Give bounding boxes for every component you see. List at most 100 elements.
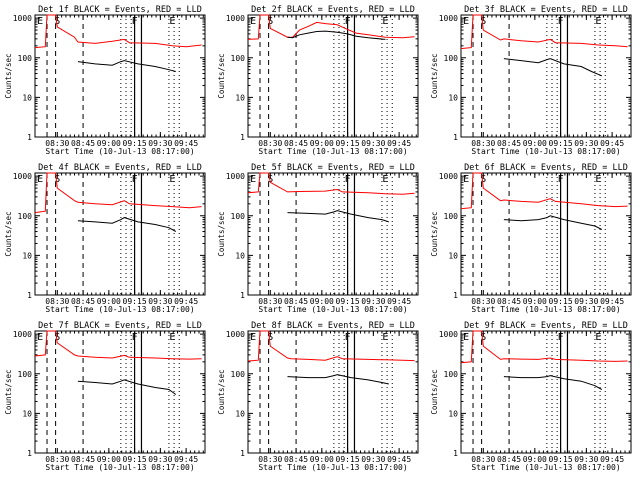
y-tick-label: 1000 (13, 14, 32, 23)
x-tick-label: 08:45 (71, 455, 95, 464)
x-tick-label: 09:00 (310, 297, 334, 306)
x-tick-label: 09:15 (336, 455, 360, 464)
x-tick-label: 09:30 (574, 297, 598, 306)
x-tick-label: 08:30 (45, 139, 69, 148)
x-tick-label: 09:45 (387, 455, 411, 464)
x-tick-label: 09:15 (123, 139, 147, 148)
event-marker: S (480, 332, 486, 343)
panel-title: Det 4f BLACK = Events, RED = LLD (38, 163, 202, 173)
y-tick-label: 1 (453, 133, 458, 142)
x-axis-label: Start Time (10-Jul-13 08:17:00) (471, 147, 620, 156)
event-marker: E (595, 16, 601, 27)
plot-frame (460, 172, 632, 296)
y-tick-label: 10 (235, 409, 245, 418)
y-tick-label: 1 (27, 291, 32, 300)
y-tick-label: 1000 (226, 14, 245, 23)
x-tick-label: 09:00 (310, 455, 334, 464)
event-marker: E (595, 332, 601, 343)
series-line-events (287, 374, 389, 385)
event-marker: E (37, 174, 43, 185)
x-tick-label: 08:30 (45, 455, 69, 464)
x-tick-label: 09:00 (523, 455, 547, 464)
x-tick-label: 08:45 (497, 455, 521, 464)
event-marker: F (558, 174, 564, 185)
y-axis-label: Counts/sec (4, 53, 13, 98)
event-marker: F (558, 332, 564, 343)
y-axis-label: Counts/sec (217, 53, 226, 98)
x-tick-label: 09:30 (148, 455, 172, 464)
event-marker: F (132, 332, 138, 343)
event-marker: E (382, 332, 388, 343)
x-tick-label: 09:45 (174, 139, 198, 148)
y-tick-label: 1 (27, 449, 32, 458)
plot-frame (460, 14, 632, 138)
event-marker: E (382, 174, 388, 185)
plot-frame (34, 330, 206, 454)
x-tick-label: 08:45 (284, 455, 308, 464)
series-line-events (77, 60, 176, 72)
event-marker: S (54, 332, 60, 343)
panel-det-5: Det 5f BLACK = Events, RED = LLD 1 10 100 10… (217, 163, 419, 314)
event-marker: E (169, 174, 175, 185)
event-marker: F (345, 16, 351, 27)
y-tick-label: 100 (18, 54, 33, 63)
panel-title: Det 2f BLACK = Events, RED = LLD (251, 5, 415, 15)
event-marker: S (267, 16, 273, 27)
x-tick-label: 09:15 (336, 297, 360, 306)
panel-det-4: Det 4f BLACK = Events, RED = LLD 1 10 100 10… (4, 163, 206, 314)
event-marker: S (54, 16, 60, 27)
x-tick-label: 09:00 (97, 139, 121, 148)
x-tick-label: 09:00 (310, 139, 334, 148)
series-line-lld (247, 330, 415, 362)
series-line-lld (247, 172, 415, 195)
x-tick-label: 08:45 (71, 297, 95, 306)
x-axis-label: Start Time (10-Jul-13 08:17:00) (258, 147, 407, 156)
x-axis-label: Start Time (10-Jul-13 08:17:00) (258, 305, 407, 314)
x-tick-label: 08:30 (258, 297, 282, 306)
x-tick-label: 09:45 (174, 297, 198, 306)
x-tick-label: 09:30 (574, 139, 598, 148)
series-line-lld (34, 330, 202, 360)
x-tick-label: 08:30 (471, 455, 495, 464)
y-tick-label: 100 (231, 212, 246, 221)
event-marker: E (595, 174, 601, 185)
x-tick-label: 09:15 (549, 139, 573, 148)
y-tick-label: 100 (444, 54, 459, 63)
x-tick-label: 08:45 (71, 139, 95, 148)
x-tick-label: 08:45 (497, 297, 521, 306)
y-tick-label: 10 (235, 251, 245, 260)
x-axis-label: Start Time (10-Jul-13 08:17:00) (45, 147, 194, 156)
event-marker: E (169, 16, 175, 27)
event-marker: E (250, 174, 256, 185)
x-tick-label: 08:45 (284, 139, 308, 148)
panel-det-1: Det 1f BLACK = Events, RED = LLD 1 10 100 10… (4, 5, 206, 156)
x-axis-label: Start Time (10-Jul-13 08:17:00) (471, 305, 620, 314)
event-marker: E (37, 332, 43, 343)
x-tick-label: 09:15 (123, 455, 147, 464)
y-axis-label: Counts/sec (4, 211, 13, 256)
x-tick-label: 08:30 (258, 139, 282, 148)
y-tick-label: 100 (444, 212, 459, 221)
series-line-lld (460, 330, 628, 364)
series-line-lld (34, 14, 202, 49)
y-tick-label: 10 (22, 251, 32, 260)
y-tick-label: 1 (453, 449, 458, 458)
x-axis-label: Start Time (10-Jul-13 08:17:00) (45, 463, 194, 472)
y-tick-label: 1000 (439, 172, 458, 181)
event-marker: E (169, 332, 175, 343)
series-line-lld (34, 172, 202, 214)
plot-frame (247, 330, 419, 454)
panel-title: Det 3f BLACK = Events, RED = LLD (464, 5, 628, 15)
panel-det-7: Det 7f BLACK = Events, RED = LLD 1 10 100 10… (4, 321, 206, 472)
y-tick-label: 10 (22, 93, 32, 102)
x-axis-label: Start Time (10-Jul-13 08:17:00) (45, 305, 194, 314)
x-tick-label: 09:30 (148, 297, 172, 306)
panel-title: Det 8f BLACK = Events, RED = LLD (251, 321, 415, 331)
x-tick-label: 09:00 (523, 297, 547, 306)
series-line-events (77, 217, 177, 232)
x-tick-label: 09:30 (361, 139, 385, 148)
x-tick-label: 09:45 (600, 139, 624, 148)
event-marker: F (132, 174, 138, 185)
plot-frame (247, 172, 419, 296)
x-tick-label: 09:15 (336, 139, 360, 148)
